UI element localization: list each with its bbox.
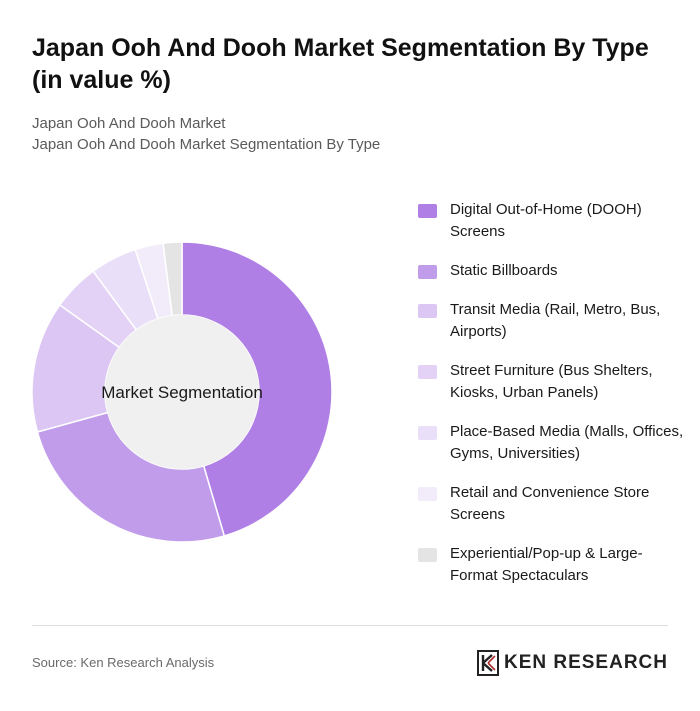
legend-label: Transit Media (Rail, Metro, Bus, Airport… — [450, 301, 661, 340]
legend-label: Place-Based Media (Malls, Offices, Gyms,… — [450, 423, 684, 462]
legend-swatch — [418, 304, 437, 318]
brand-name: KEN RESEARCH — [503, 652, 668, 673]
footer-divider — [32, 625, 668, 626]
subtitle-market: Japan Ooh And Dooh Market — [32, 115, 226, 132]
legend-item: Retail and Convenience Store Screens — [418, 482, 688, 526]
legend-swatch — [418, 426, 437, 440]
ken-research-logo-icon — [476, 650, 499, 676]
legend-label: Digital Out-of-Home (DOOH) Screens — [450, 201, 642, 240]
legend-item: Digital Out-of-Home (DOOH) Screens — [418, 199, 688, 243]
donut-center-hole — [105, 315, 259, 469]
legend-swatch — [418, 365, 437, 379]
legend-swatch — [418, 204, 437, 218]
legend-item: Experiential/Pop-up & Large-Format Spect… — [418, 543, 688, 587]
source-note: Source: Ken Research Analysis — [32, 655, 215, 670]
legend-item: Static Billboards — [418, 260, 688, 282]
chart-title: Japan Ooh And Dooh Market Segmentation B… — [32, 34, 649, 94]
center-label: Market Segmentation — [101, 383, 263, 402]
legend-item: Place-Based Media (Malls, Offices, Gyms,… — [418, 421, 688, 465]
legend-swatch — [418, 548, 437, 562]
chart-subtitle: Japan Ooh And Dooh Market Japan Ooh And … — [32, 113, 380, 155]
legend-label: Experiential/Pop-up & Large-Format Spect… — [450, 545, 643, 584]
legend-label: Static Billboards — [450, 262, 558, 279]
legend-swatch — [418, 487, 437, 501]
legend-item: Street Furniture (Bus Shelters, Kiosks, … — [418, 360, 688, 404]
donut-chart: Market Segmentation — [0, 180, 365, 600]
legend-item: Transit Media (Rail, Metro, Bus, Airport… — [418, 299, 688, 343]
legend: Digital Out-of-Home (DOOH) Screens Static… — [418, 199, 688, 604]
donut-chart-svg: Market Segmentation — [31, 241, 333, 543]
legend-label: Street Furniture (Bus Shelters, Kiosks, … — [450, 362, 653, 401]
subtitle-segmentation: Japan Ooh And Dooh Market Segmentation B… — [32, 136, 381, 153]
brand: KEN RESEARCH — [476, 649, 668, 677]
legend-label: Retail and Convenience Store Screens — [450, 484, 650, 523]
legend-swatch — [418, 265, 437, 279]
